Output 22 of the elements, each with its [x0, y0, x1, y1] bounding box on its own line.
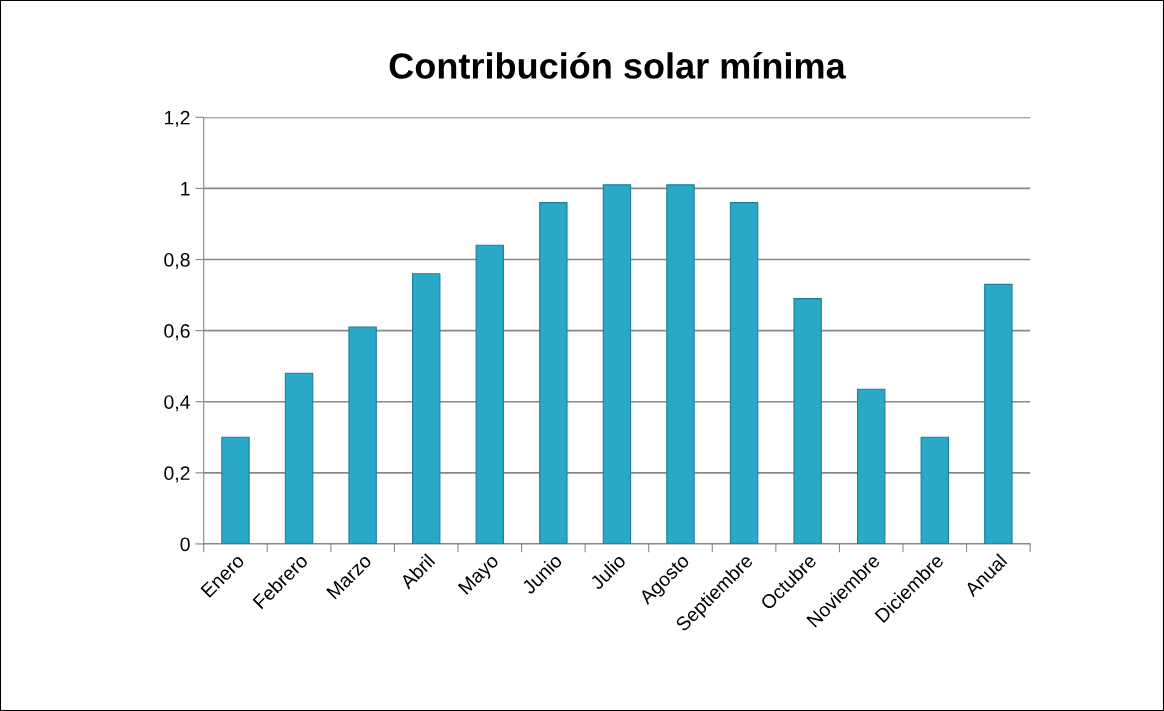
bar: [920, 436, 950, 544]
y-tick-label: 0,8: [164, 252, 190, 270]
bar: [475, 244, 504, 544]
y-tick-label: 0: [180, 537, 190, 552]
bar: [729, 202, 759, 544]
x-tick-label: Julio: [588, 552, 627, 591]
bar: [284, 372, 314, 544]
bar: [221, 436, 250, 544]
y-tick-label: 1,2: [164, 110, 190, 127]
bar: [856, 388, 886, 544]
bar: [602, 184, 632, 544]
bar: [793, 298, 822, 544]
y-tick-label: 0,2: [164, 466, 190, 483]
y-tick-label: 0,4: [164, 395, 190, 412]
bar: [984, 283, 1013, 544]
bar: [666, 184, 695, 544]
bar: [348, 326, 377, 544]
y-tick-label: 1: [181, 182, 190, 196]
y-tick-label: 0,6: [164, 324, 190, 341]
bar: [539, 202, 568, 544]
bar: [411, 273, 441, 544]
chart-title: Contribución solar mínima: [389, 51, 846, 79]
